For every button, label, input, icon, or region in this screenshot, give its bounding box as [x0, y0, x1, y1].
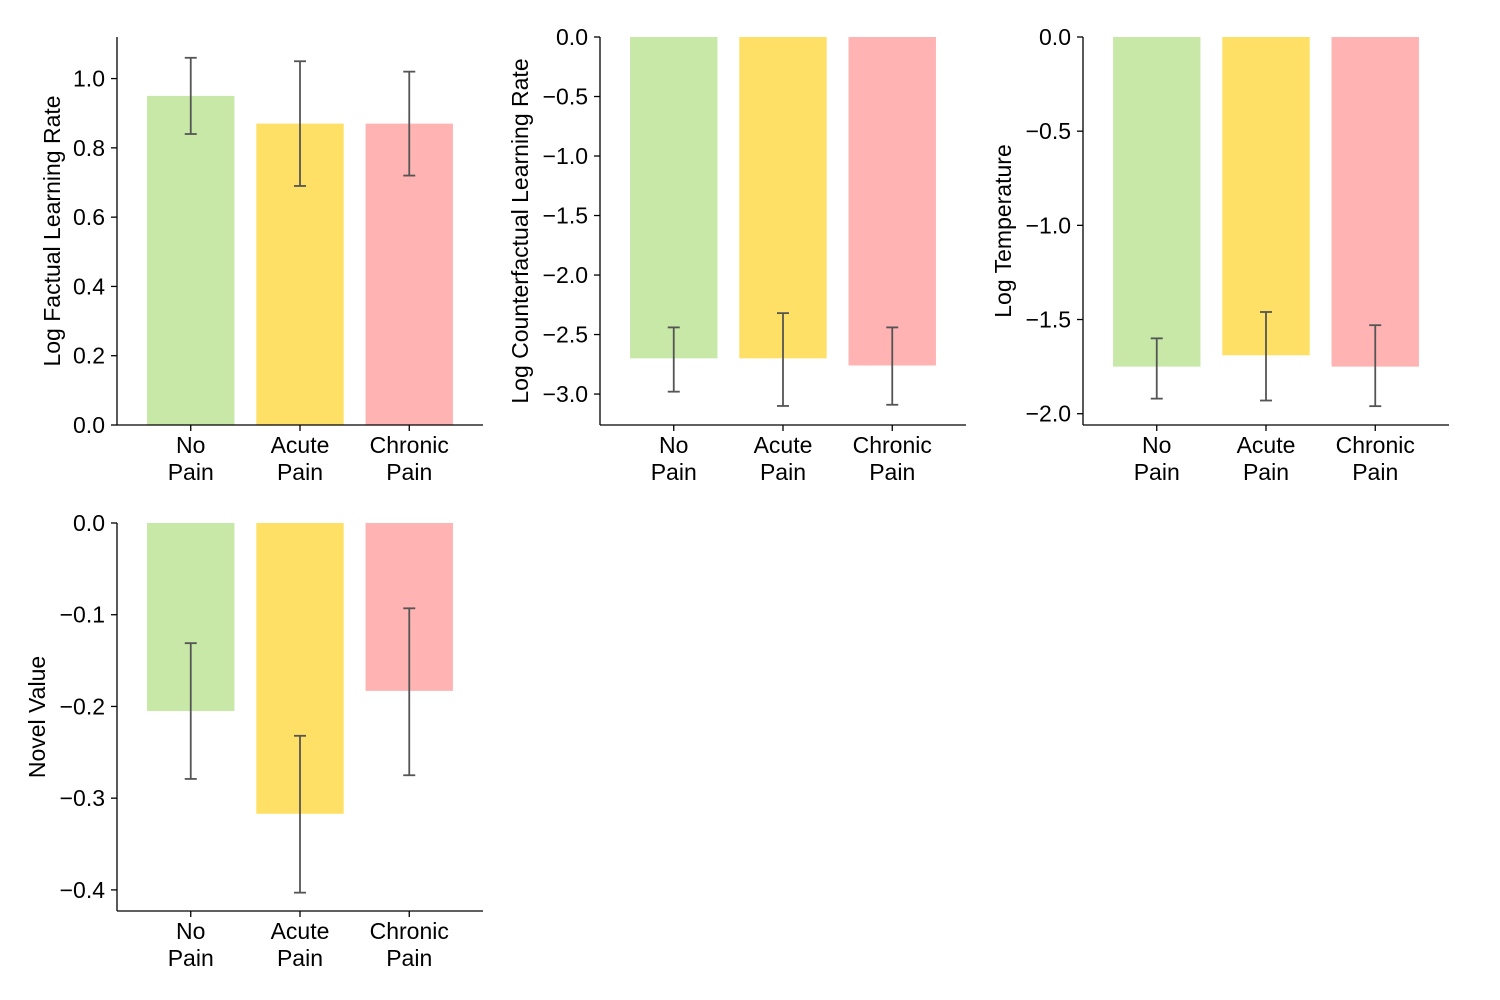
y-tick-label: −1.5: [543, 203, 588, 229]
error-bar-2-3: [886, 326, 899, 406]
y-axis-title: Log Counterfactual Learning Rate: [507, 58, 533, 403]
chart-panel-3: 0.0 −0.5 −1.0 −1.5 −2.0 No Pain Acute Pain Chroni…: [990, 24, 1449, 485]
error-bar-3-2: [1260, 311, 1272, 402]
x-category-label: No Pain: [168, 918, 214, 971]
y-tick-label: 0.6: [73, 204, 105, 230]
error-bar-1-2: [294, 60, 306, 187]
bar-1-1: [147, 95, 235, 426]
chart-panel-1: 0.0 0.2 0.4 0.6 0.8 1.0 No Pain Acute Pain Chronic…: [39, 37, 483, 485]
y-tick-label: 1.0: [73, 66, 105, 92]
y-tick-label: 0.0: [73, 510, 105, 536]
y-tick-label: −2.5: [543, 322, 588, 348]
y-tick-label: −0.4: [60, 877, 106, 903]
error-bar-4-3: [403, 607, 416, 777]
y-tick-label: 0.8: [73, 135, 105, 161]
error-bar-4-1: [184, 642, 197, 780]
chart-panel-2: 0.0 −0.5 −1.0 −1.5 −2.0 −2.5 −3.0 No Pain Acute Pa…: [507, 24, 966, 485]
x-category-label: Chronic Pain: [370, 432, 449, 485]
y-tick-label: −2.0: [1026, 401, 1071, 427]
y-tick-label: −0.1: [60, 602, 105, 628]
error-bar-1-3: [403, 70, 416, 177]
error-bar-2-2: [777, 312, 789, 407]
x-category-label: Chronic Pain: [370, 918, 449, 971]
bar-3-3: [1331, 37, 1419, 367]
y-tick-label: −1.0: [543, 143, 588, 169]
x-category-label: Acute Pain: [271, 918, 330, 971]
y-tick-label: 0.0: [73, 412, 105, 438]
x-category-label: No Pain: [1134, 432, 1180, 485]
x-category-label: Chronic Pain: [1336, 432, 1415, 485]
y-axis-title: Novel Value: [24, 656, 50, 778]
x-category-label: Acute Pain: [754, 432, 813, 485]
x-category-label: Chronic Pain: [853, 432, 932, 485]
y-tick-label: 0.0: [556, 24, 588, 50]
chart-panel-4: 0.0 −0.1 −0.2 −0.3 −0.4 No Pain Acute Pain Chroni…: [24, 510, 483, 971]
y-tick-label: 0.2: [73, 343, 105, 369]
bar-2-1: [630, 37, 718, 359]
x-category-label: No Pain: [651, 432, 697, 485]
bar-2-3: [848, 37, 936, 366]
bar-2-2: [739, 37, 827, 359]
error-bar-3-3: [1369, 324, 1382, 408]
y-tick-label: −1.5: [1026, 307, 1071, 333]
y-tick-label: 0.4: [73, 273, 105, 299]
y-axis-title: Log Temperature: [990, 144, 1016, 317]
y-tick-label: −2.0: [543, 262, 588, 288]
y-tick-label: −0.5: [543, 84, 588, 110]
error-bar-3-1: [1150, 337, 1163, 400]
x-category-label: Acute Pain: [271, 432, 330, 485]
bar-3-2: [1222, 37, 1310, 356]
y-tick-label: −1.0: [1026, 212, 1071, 238]
y-axis-title: Log Factual Learning Rate: [39, 95, 65, 366]
y-tick-label: −3.0: [543, 381, 588, 407]
y-tick-label: −0.5: [1026, 118, 1071, 144]
y-tick-label: 0.0: [1039, 24, 1071, 50]
y-tick-label: −0.3: [60, 785, 105, 811]
x-category-label: Acute Pain: [1237, 432, 1296, 485]
bar-3-1: [1113, 37, 1201, 367]
error-bar-2-1: [667, 326, 680, 393]
x-category-label: No Pain: [168, 432, 214, 485]
error-bar-1-1: [184, 56, 197, 135]
y-tick-label: −0.2: [60, 693, 105, 719]
error-bar-4-2: [294, 734, 306, 894]
